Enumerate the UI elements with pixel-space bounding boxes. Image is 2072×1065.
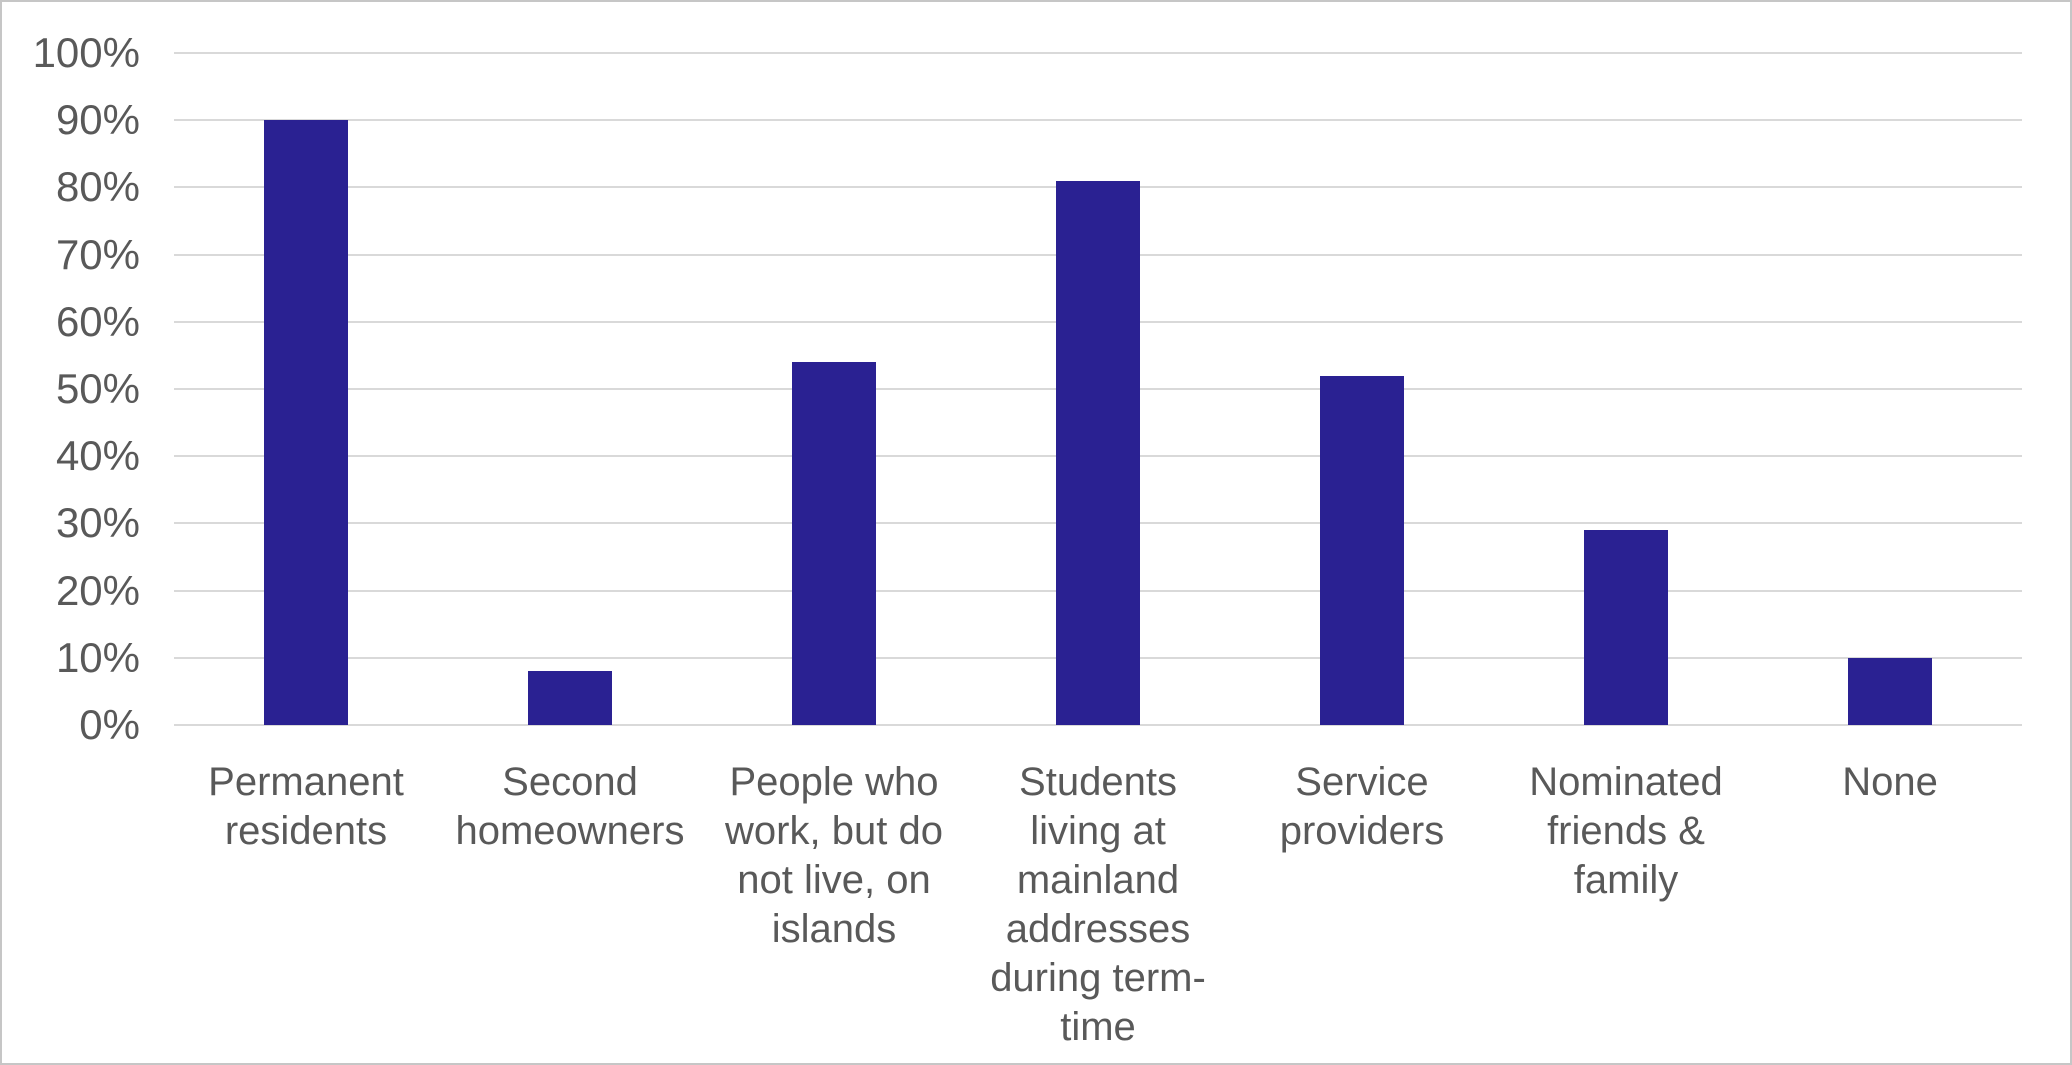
category-label: Nominated friends & family — [1529, 760, 1723, 902]
y-tick-label: 60% — [55, 297, 140, 345]
y-tick-label: 70% — [55, 230, 140, 278]
category-label: Second homeowners — [455, 760, 685, 853]
y-tick-label: 90% — [55, 96, 140, 144]
y-tick-label: 0% — [79, 701, 140, 748]
y-tick-label: 10% — [55, 633, 140, 681]
category-label: None — [1842, 760, 1938, 804]
y-tick-label: 40% — [55, 432, 140, 480]
y-tick-label: 100% — [32, 29, 140, 76]
category-label: Permanent residents — [208, 760, 404, 853]
bar — [528, 671, 612, 725]
bar — [792, 362, 876, 725]
bar — [1848, 657, 1932, 725]
gridline — [174, 119, 2022, 122]
y-tick-label: 80% — [55, 163, 140, 211]
y-tick-label: 30% — [55, 499, 140, 547]
category-label: People who work, but do not live, on isl… — [725, 760, 943, 951]
gridline — [174, 52, 2022, 54]
category-label: Students living at mainland addresses du… — [990, 760, 1206, 1049]
category-label: Service providers — [1279, 760, 1445, 853]
bar — [1320, 375, 1404, 725]
bar — [1056, 180, 1140, 725]
bar — [1584, 530, 1668, 725]
y-tick-label: 20% — [55, 566, 140, 614]
y-tick-label: 50% — [55, 365, 140, 412]
bar — [264, 120, 348, 725]
gridline — [174, 724, 2022, 726]
